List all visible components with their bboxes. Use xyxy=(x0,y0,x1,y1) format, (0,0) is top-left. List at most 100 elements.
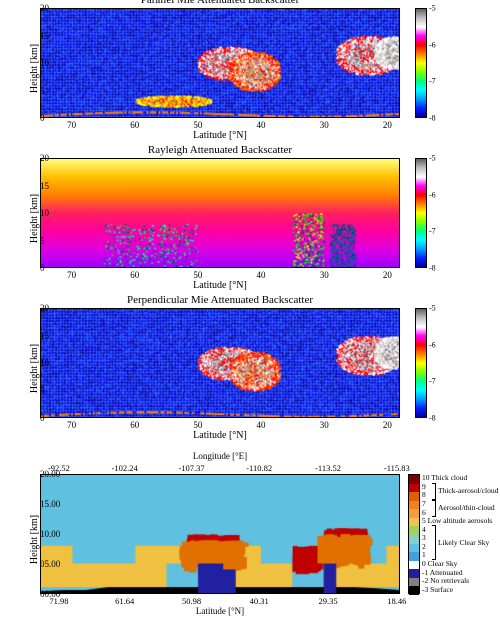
y-tick: 5 xyxy=(40,86,43,96)
colorbar-tick: -6 xyxy=(427,340,436,349)
y-axis-label: Height [km] xyxy=(29,44,40,93)
y-tick: 15.00 xyxy=(40,499,43,509)
x-tick-top: -115.83 xyxy=(384,463,410,473)
colorbar xyxy=(415,8,427,118)
x-tick: 60 xyxy=(130,418,139,430)
colorbar-segment xyxy=(409,544,419,553)
y-tick: 10 xyxy=(40,358,43,368)
y-axis-label: Height [km] xyxy=(29,194,40,243)
x-tick: 40 xyxy=(257,418,266,430)
rayleigh-plot xyxy=(40,158,400,268)
y-tick: 0 xyxy=(40,113,43,123)
y-tick: 20 xyxy=(40,303,43,313)
colorbar-tick: -7 xyxy=(427,77,436,86)
y-tick: 00.00 xyxy=(40,589,43,599)
x-tick: 30 xyxy=(320,268,329,280)
colorbar-category-label: 5 Low altitude aerosols xyxy=(420,516,492,525)
x-tick-top: -113.52 xyxy=(315,463,341,473)
colorbar-tick: -6 xyxy=(427,190,436,199)
colorbar-segment xyxy=(409,586,419,595)
colorbar-segment xyxy=(409,501,419,510)
colorbar-tick: -5 xyxy=(427,4,436,13)
colorbar-tick: -8 xyxy=(427,114,436,123)
x-tick-top: -110.82 xyxy=(246,463,272,473)
x-tick: 50 xyxy=(193,268,202,280)
colorbar-segment xyxy=(409,484,419,493)
colorbar-segment xyxy=(409,552,419,561)
x-tick: 50 xyxy=(193,418,202,430)
colorbar-category-label: -3 Surface xyxy=(420,585,453,594)
x-tick: 60 xyxy=(130,118,139,130)
colorbar-segment xyxy=(409,518,419,527)
y-tick: 15 xyxy=(40,181,43,191)
y-tick: 5 xyxy=(40,236,43,246)
x-tick: 20 xyxy=(383,118,392,130)
y-tick: 10 xyxy=(40,58,43,68)
y-tick: 05.00 xyxy=(40,559,43,569)
x-tick: 40 xyxy=(257,268,266,280)
x-tick-bot: 50.98 xyxy=(182,594,201,606)
x-tick-bot: 18.46 xyxy=(387,594,406,606)
colorbar-segment xyxy=(409,526,419,535)
mie-par-plot xyxy=(40,8,400,118)
x-tick: 50 xyxy=(193,118,202,130)
colorbar-tick: -7 xyxy=(427,377,436,386)
colorbar xyxy=(408,474,420,594)
x-axis-label-top: Longitude [°E] xyxy=(40,451,400,461)
x-tick-top: -107.37 xyxy=(178,463,204,473)
x-tick-bot: 61.64 xyxy=(115,594,134,606)
y-tick: 0 xyxy=(40,413,43,423)
x-tick-bot: 71.98 xyxy=(49,594,68,606)
x-tick: 70 xyxy=(67,118,76,130)
x-tick: 60 xyxy=(130,268,139,280)
colorbar-segment xyxy=(409,475,419,484)
colorbar-tick: -5 xyxy=(427,304,436,313)
y-axis-label: Height [km] xyxy=(29,515,40,564)
y-tick: 20.00 xyxy=(40,469,43,479)
colorbar-segment xyxy=(409,535,419,544)
chart-title: Rayleigh Attenuated Backscatter xyxy=(40,144,400,156)
y-axis-label: Height [km] xyxy=(29,344,40,393)
brace-label: Likely Clear Sky xyxy=(436,538,489,547)
x-axis-label: Latitude [°N] xyxy=(40,130,400,141)
x-axis-label-bot: Latitude [°N] xyxy=(40,606,400,616)
afm-plot xyxy=(40,474,400,594)
x-tick: 40 xyxy=(257,118,266,130)
x-tick: 70 xyxy=(67,418,76,430)
x-tick: 20 xyxy=(383,268,392,280)
x-tick-bot: 40.31 xyxy=(250,594,269,606)
y-tick: 10.00 xyxy=(40,529,43,539)
x-tick: 20 xyxy=(383,418,392,430)
chart-title: Perpendicular Mie Attenuated Backscatter xyxy=(40,294,400,306)
colorbar-segment xyxy=(409,578,419,587)
colorbar-segment xyxy=(409,561,419,570)
brace-label: Aerosol/thin-cloud xyxy=(436,503,495,512)
x-axis-label: Latitude [°N] xyxy=(40,430,400,441)
x-tick: 30 xyxy=(320,418,329,430)
colorbar-tick: -8 xyxy=(427,414,436,423)
x-tick: 30 xyxy=(320,118,329,130)
x-tick-top: -102.24 xyxy=(112,463,138,473)
y-tick: 0 xyxy=(40,263,43,273)
colorbar-tick: -6 xyxy=(427,40,436,49)
y-tick: 20 xyxy=(40,153,43,163)
x-axis-label: Latitude [°N] xyxy=(40,280,400,291)
colorbar-tick: -8 xyxy=(427,264,436,273)
x-tick-top: -92.52 xyxy=(48,463,70,473)
y-tick: 15 xyxy=(40,331,43,341)
x-tick-bot: 29.35 xyxy=(318,594,337,606)
brace-label: Thick-aerosol/cloud xyxy=(436,486,498,495)
mie-perp-plot xyxy=(40,308,400,418)
colorbar xyxy=(415,308,427,418)
y-tick: 15 xyxy=(40,31,43,41)
colorbar xyxy=(415,158,427,268)
x-tick: 70 xyxy=(67,268,76,280)
colorbar-tick: -7 xyxy=(427,227,436,236)
colorbar-segment xyxy=(409,569,419,578)
colorbar-tick: -5 xyxy=(427,154,436,163)
colorbar-segment xyxy=(409,492,419,501)
colorbar-category-label: 10 Thick cloud xyxy=(420,473,467,482)
y-tick: 10 xyxy=(40,208,43,218)
colorbar-segment xyxy=(409,509,419,518)
y-tick: 20 xyxy=(40,3,43,13)
